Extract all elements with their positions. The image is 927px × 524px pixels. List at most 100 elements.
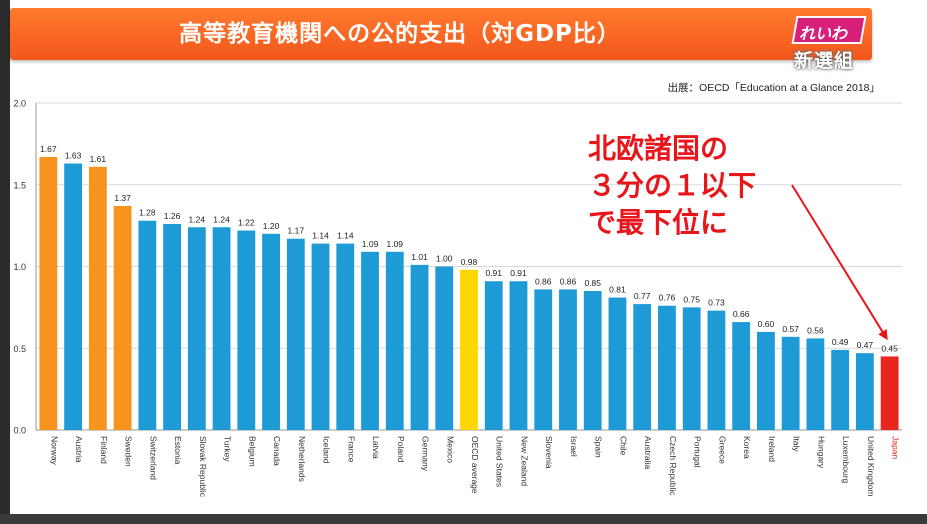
title-banner: 高等教育機関への公的支出（対GDP比） (10, 8, 872, 60)
reiwa-logo: れいわ 新選組 (790, 6, 927, 82)
y-tick-label: 2.0 (13, 99, 26, 109)
bar-latvia (361, 251, 379, 430)
y-tick-label: 0.0 (13, 426, 26, 436)
bar-iceland (311, 243, 330, 430)
source-caption: 出展：OECD「Education at a Glance 2018」 (667, 82, 880, 94)
bar-hungary (806, 338, 825, 430)
category-label: Finland (99, 436, 109, 464)
category-label: Latvia (371, 436, 381, 459)
value-label: 1.67 (40, 144, 57, 154)
category-label: Norway (49, 436, 59, 466)
value-label: 0.91 (510, 268, 527, 278)
value-label: 0.47 (857, 340, 874, 350)
value-label: 0.49 (832, 337, 849, 347)
chart-title: 高等教育機関への公的支出（対GDP比） (179, 21, 621, 47)
bar-canada (262, 233, 280, 430)
value-label: 0.98 (461, 257, 478, 267)
value-label: 1.61 (90, 154, 107, 164)
value-label: 1.14 (312, 231, 329, 241)
value-label: 0.66 (733, 309, 750, 319)
bar-belgium (237, 230, 256, 430)
bar-new-zealand (509, 281, 528, 430)
video-frame-bottom-edge (0, 514, 927, 524)
value-label: 1.37 (114, 193, 131, 203)
bar-slovenia (534, 289, 553, 430)
category-label: Turkey (223, 436, 233, 462)
value-label: 1.24 (213, 214, 230, 224)
bar-greece (707, 310, 726, 430)
value-label: 0.76 (659, 293, 676, 303)
value-label: 0.91 (485, 268, 502, 278)
category-label: Luxembourg (841, 436, 851, 484)
logo-top-text: れいわ (798, 24, 847, 43)
logo-bottom-text: 新選組 (794, 50, 855, 72)
bar-mexico (435, 266, 454, 430)
bar-australia (633, 304, 652, 430)
annotation-callout: 北欧諸国の ３分の１以下 で最下位に (588, 130, 756, 241)
annotation-line-2: ３分の１以下 (588, 169, 757, 202)
category-label: Switzerland (148, 436, 158, 480)
category-label: Australia (643, 436, 653, 469)
category-label: Hungary (816, 436, 826, 469)
value-label: 0.60 (758, 319, 775, 329)
annotation-line-3: で最下位に (588, 206, 729, 239)
category-label: Austria (74, 436, 84, 463)
category-label: Czech Republic (668, 436, 678, 496)
value-label: 0.86 (560, 276, 577, 286)
category-label: Chile (618, 436, 628, 456)
bar-japan (880, 356, 899, 430)
category-label: France (346, 436, 356, 463)
annotation-line-1: 北欧諸国の (588, 132, 729, 165)
value-label: 0.75 (683, 294, 700, 304)
bar-poland (385, 251, 404, 430)
bar-chile (608, 297, 627, 430)
bar-switzerland (138, 220, 157, 430)
value-label: 1.17 (288, 226, 305, 236)
bar-israel (559, 289, 577, 430)
value-label: 0.45 (881, 343, 898, 353)
category-label: Slovak Republic (198, 436, 208, 498)
value-label: 0.86 (535, 276, 552, 286)
value-label: 1.22 (238, 218, 255, 228)
category-label: Italy (792, 436, 802, 452)
category-label: Korea (742, 436, 752, 459)
category-label: New Zealand (519, 436, 529, 486)
annotation-arrow (791, 184, 888, 341)
category-label: Estonia (173, 436, 183, 465)
bar-germany (410, 264, 429, 430)
value-label: 0.81 (609, 285, 626, 295)
bar-united-kingdom (855, 353, 874, 430)
bar-luxembourg (831, 349, 850, 430)
bar-netherlands (286, 238, 305, 430)
value-label: 1.26 (164, 211, 181, 221)
category-label: Greece (717, 436, 727, 464)
bar-finland (88, 166, 107, 430)
category-label: Ireland (767, 436, 777, 462)
category-label: Iceland (322, 436, 332, 464)
bar-estonia (163, 223, 181, 430)
bar-korea (732, 322, 751, 430)
bar-italy (781, 336, 800, 430)
value-label: 0.56 (807, 325, 824, 335)
category-label: United Kingdom (866, 436, 876, 496)
category-label: Netherlands (297, 436, 307, 482)
value-label: 1.09 (386, 239, 403, 249)
value-label: 0.57 (782, 324, 799, 334)
value-label: 1.63 (65, 150, 82, 160)
category-label: Mexico (445, 436, 455, 463)
bar-norway (39, 156, 58, 430)
bar-spain (583, 291, 602, 430)
value-label: 1.28 (139, 208, 156, 218)
y-tick-label: 0.5 (13, 344, 26, 354)
bar-portugal (682, 307, 701, 430)
bar-france (336, 243, 355, 430)
video-frame-left-edge (0, 0, 10, 524)
value-label: 0.77 (634, 291, 651, 301)
category-label: Canada (272, 436, 282, 466)
category-label: Slovenia (544, 436, 554, 469)
value-label: 1.01 (411, 252, 428, 262)
category-label: Portugal (693, 436, 703, 468)
value-label: 1.24 (189, 214, 206, 224)
value-label: 1.14 (337, 231, 354, 241)
value-label: 1.00 (436, 254, 453, 264)
